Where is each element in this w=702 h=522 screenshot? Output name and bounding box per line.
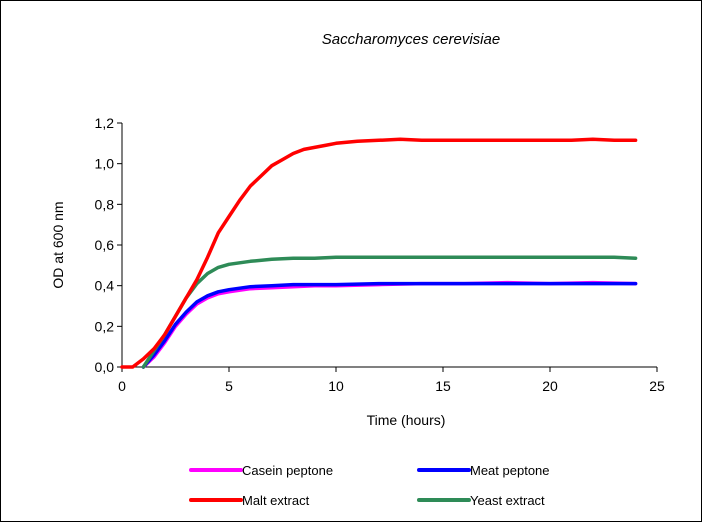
y-tick-label: 0,0 <box>95 359 115 375</box>
y-axis-label: OD at 600 nm <box>50 201 66 288</box>
y-tick-label: 1,2 <box>95 115 115 131</box>
chart-title: Saccharomyces cerevisiae <box>322 31 500 48</box>
y-tick-label: 0,8 <box>95 196 115 212</box>
series-line-yeast-extract <box>141 255 638 369</box>
chart-legend: Casein peptone Meat peptone Malt extract Ye… <box>189 463 550 508</box>
legend-label-malt-extract: Malt extract <box>242 493 310 508</box>
y-tick-label: 0,6 <box>95 237 115 253</box>
x-tick-label: 5 <box>225 378 233 394</box>
legend-label-meat-peptone: Meat peptone <box>470 463 550 478</box>
x-tick-label: 0 <box>118 378 126 394</box>
x-tick-label: 15 <box>435 378 451 394</box>
x-tick-label: 10 <box>328 378 344 394</box>
y-tick-label: 0,2 <box>95 318 115 334</box>
x-axis-label: Time (hours) <box>367 412 446 428</box>
x-tick-label: 25 <box>649 378 665 394</box>
series-lines <box>120 137 638 369</box>
series-line-casein-peptone <box>141 280 638 369</box>
x-axis-ticks: 0 5 10 15 20 25 <box>118 367 665 394</box>
legend-label-casein-peptone: Casein peptone <box>242 463 333 478</box>
y-axis-ticks: 0,0 0,2 0,4 0,6 0,8 1,0 1,2 <box>95 115 122 375</box>
y-tick-label: 0,4 <box>95 278 115 294</box>
legend-label-yeast-extract: Yeast extract <box>470 493 545 508</box>
x-tick-label: 20 <box>542 378 558 394</box>
y-tick-label: 1,0 <box>95 156 115 172</box>
series-line-meat-peptone <box>141 281 638 369</box>
series-line-malt-extract <box>120 137 638 369</box>
